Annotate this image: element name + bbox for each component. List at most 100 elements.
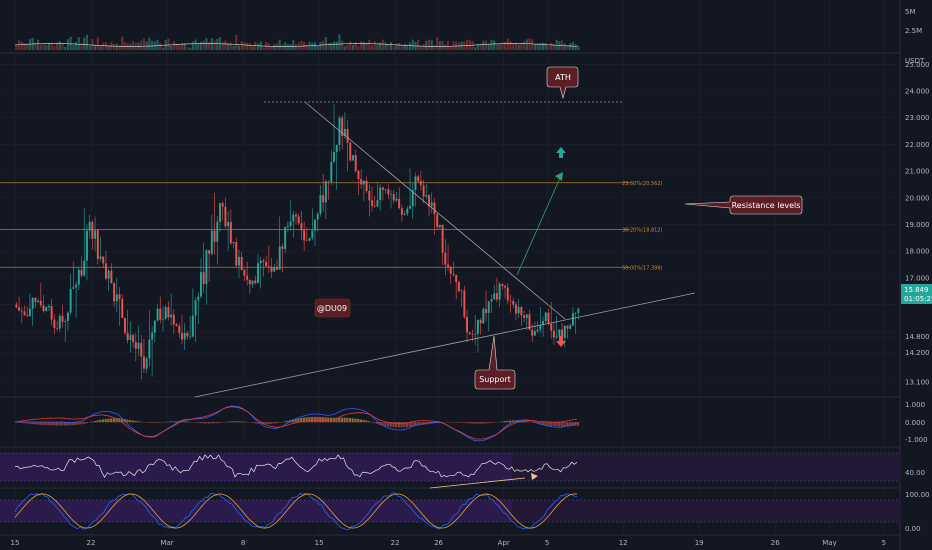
candle-body <box>148 339 151 359</box>
macd-histogram-bar <box>525 421 528 423</box>
candle-body <box>338 117 341 145</box>
volume-bar <box>408 42 412 50</box>
volume-bar <box>254 42 257 50</box>
macd-histogram-bar <box>577 422 580 426</box>
macd-histogram-bar <box>492 422 496 423</box>
volume-bar <box>216 38 219 50</box>
volume-bar <box>281 44 284 50</box>
candle-body <box>72 287 75 289</box>
macd-histogram-bar <box>351 418 354 423</box>
candle-body <box>563 325 566 338</box>
candle-body <box>379 187 382 201</box>
volume-bar <box>452 41 455 50</box>
candle-body <box>254 280 257 284</box>
macd-histogram-bar <box>167 421 170 423</box>
candle-body <box>213 230 216 242</box>
volume-bar <box>113 43 116 50</box>
candle-body <box>523 315 526 318</box>
candle-body <box>411 190 414 207</box>
stoch-tick-label: 0.00 <box>905 525 921 533</box>
macd-histogram-bar <box>202 422 205 424</box>
volume-bar <box>341 40 344 50</box>
volume-bar <box>449 45 452 50</box>
volume-bar <box>94 44 97 50</box>
macd-histogram-bar <box>74 422 77 425</box>
candle-body <box>164 307 167 319</box>
macd-tick-label: -1.000 <box>905 436 928 444</box>
date-tick-label: 15 <box>11 539 20 547</box>
trend-drawings <box>194 101 696 489</box>
rsi-divergence-line[interactable] <box>429 477 526 489</box>
descending-resistance-trendline[interactable] <box>304 101 566 320</box>
volume-bar <box>531 39 534 50</box>
callout-watermark[interactable]: @DU09 <box>314 298 351 318</box>
volume-bar <box>465 39 469 50</box>
macd-indicator <box>14 405 580 442</box>
volume-bar <box>197 44 200 50</box>
candle-body <box>354 155 357 171</box>
candle-body <box>292 214 295 222</box>
candle-body <box>343 129 346 137</box>
volume-bar <box>411 39 414 50</box>
volume-bar <box>246 43 249 50</box>
volume-bar <box>221 42 224 50</box>
macd-histogram-bar <box>55 422 58 426</box>
macd-histogram-bar <box>316 416 319 423</box>
macd-histogram-bar <box>28 422 31 424</box>
macd-histogram-bar <box>291 419 295 423</box>
volume-bar <box>26 43 29 50</box>
candle-body <box>577 308 580 314</box>
macd-histogram-bar <box>110 418 113 423</box>
candle-body <box>490 299 493 302</box>
volume-bar <box>39 44 42 50</box>
macd-histogram-bar <box>82 422 86 424</box>
callout-support[interactable]: Support <box>474 335 516 390</box>
volume-tick-label: 2.5M <box>905 27 922 35</box>
volume-bar <box>574 44 577 50</box>
macd-histogram-bar <box>500 421 504 423</box>
callout-ath-text: ATH <box>555 73 571 82</box>
volume-bar <box>495 43 498 50</box>
macd-histogram-bar <box>449 422 452 423</box>
macd-histogram-bar <box>558 422 561 427</box>
candle-body <box>360 179 363 185</box>
date-tick-label: 26 <box>771 539 780 547</box>
volume-bar <box>202 40 205 50</box>
volume-bar <box>270 46 273 50</box>
volume-bar <box>324 36 327 50</box>
volume-bar <box>85 34 89 50</box>
price-tick-label: 25.000 <box>905 61 930 69</box>
macd-histogram-bar <box>47 422 50 426</box>
volume-bar <box>349 41 352 50</box>
volume-bar <box>235 34 238 50</box>
volume-bar <box>194 39 197 50</box>
volume-bar <box>237 45 241 50</box>
callout-resistance-levels[interactable]: Resistance levels <box>684 195 803 215</box>
candle-body <box>474 333 477 335</box>
macd-histogram-bar <box>465 422 468 424</box>
volume-bar <box>509 41 512 50</box>
volume-bar <box>539 43 542 50</box>
price-tick-label: 24.000 <box>905 88 930 96</box>
macd-histogram-bar <box>335 417 338 423</box>
candle-body <box>219 203 221 222</box>
candle-body <box>373 205 376 207</box>
macd-histogram-bar <box>221 422 224 423</box>
candle-body <box>417 176 420 182</box>
macd-histogram-bar <box>419 422 422 426</box>
candle-body <box>175 324 178 326</box>
candle-body <box>452 273 455 275</box>
callout-ath[interactable]: ATH <box>546 66 579 100</box>
ascending-support-trendline[interactable] <box>194 292 696 398</box>
macd-tick-label: 1.000 <box>905 401 925 409</box>
macd-histogram-bar <box>468 422 471 424</box>
macd-histogram-bar <box>237 421 240 423</box>
candle-body <box>170 314 173 318</box>
volume-bar <box>262 47 265 50</box>
volume-bar <box>161 47 165 50</box>
macd-histogram-bar <box>381 422 384 426</box>
candle-body <box>414 176 417 191</box>
projection-arrow-line[interactable] <box>516 177 561 276</box>
macd-histogram-bar <box>547 422 550 426</box>
